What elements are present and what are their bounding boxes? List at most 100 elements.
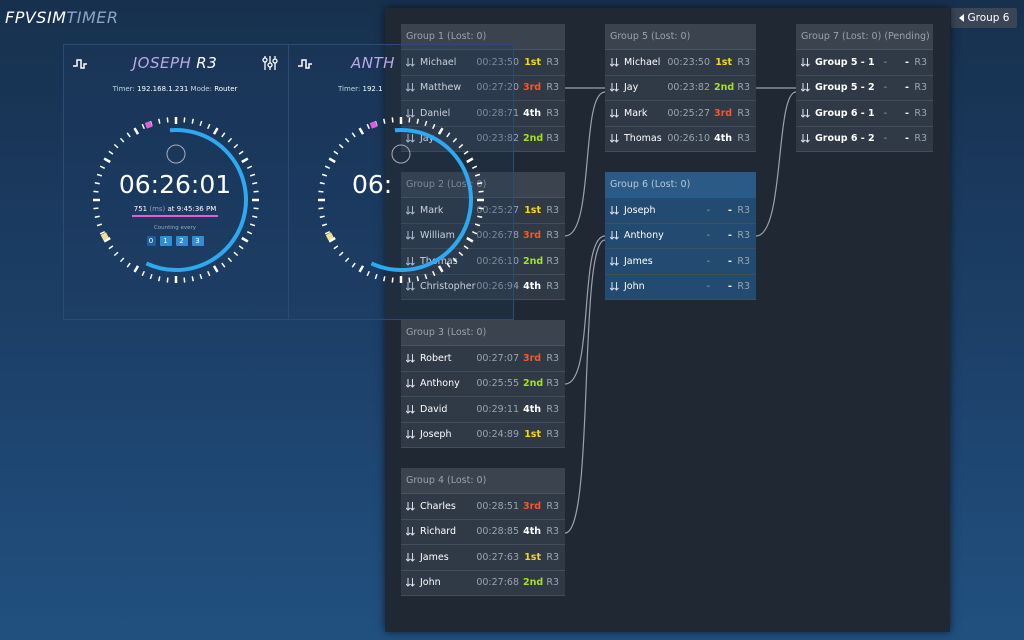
- dial-tick: [463, 150, 469, 155]
- pilot-row[interactable]: Anthony 00:25:55 2nd R3: [401, 372, 565, 397]
- pilot-place: 2nd: [523, 577, 544, 589]
- dial-tick: [333, 245, 339, 250]
- dial-tick: [416, 118, 419, 124]
- pilot-row[interactable]: Group 6 - 1- - R3: [796, 101, 933, 127]
- pilot-row[interactable]: Joseph - - R3: [605, 198, 756, 224]
- pilot-name: Joseph: [420, 429, 452, 441]
- dial-tick: [477, 215, 483, 218]
- dial-tick: [199, 120, 203, 127]
- dial-tick: [344, 137, 350, 143]
- pilot-name: James: [420, 551, 449, 563]
- dial-tick: [108, 245, 114, 250]
- group-title: Group 4 (Lost: 0): [401, 468, 565, 494]
- icon-path: [410, 256, 415, 266]
- group: Group 2 (Lost: 0) Mark 00:25:27 1st R3 Willia…: [401, 172, 565, 300]
- sort-icon: [406, 83, 415, 92]
- icon-path: [410, 108, 415, 118]
- racer-name-text: ANTH: [351, 54, 395, 72]
- pilot-row[interactable]: Robert 00:27:07 3rd R3: [401, 346, 565, 372]
- pilot-name: Group 5 - 1: [815, 56, 875, 68]
- pilot-time: 00:27:63: [476, 551, 519, 563]
- group: Group 3 (Lost: 0) Robert 00:27:07 3rd R3 Anth…: [401, 320, 565, 448]
- pilot-round: R3: [914, 82, 927, 94]
- pilot-place: -: [728, 230, 732, 242]
- pilot-row[interactable]: Group 5 - 1- - R3: [796, 50, 933, 76]
- dial-tick: [93, 207, 99, 210]
- dial-tick: [474, 173, 481, 177]
- dial: [93, 117, 259, 283]
- pilot-round: R3: [737, 281, 750, 293]
- group-button[interactable]: Group 6: [951, 8, 1017, 28]
- dial-tick: [238, 150, 244, 155]
- racer-name-text: JOSEPH: [132, 54, 192, 72]
- icon-path: [406, 578, 411, 587]
- pilot-row[interactable]: Charles 00:28:51 3rd R3: [401, 494, 565, 520]
- sort-icon: [801, 134, 810, 143]
- pilot-row[interactable]: Thomas 00:26:10 4th R3: [605, 127, 756, 152]
- dial-tick: [446, 262, 451, 268]
- pilot-place: -: [728, 281, 732, 293]
- count-button[interactable]: 3: [191, 236, 204, 246]
- pilot-row[interactable]: James 00:27:63 1st R3: [401, 545, 565, 571]
- last-lap-text: 751 (ms) at 9:45:36 PM: [131, 205, 219, 217]
- pilot-row[interactable]: Daniel 00:28:71 4th R3: [401, 101, 565, 127]
- icon-path: [406, 404, 411, 414]
- pilot-row[interactable]: James - - R3: [605, 249, 756, 275]
- count-button[interactable]: 1: [159, 236, 172, 246]
- pilot-round: R3: [737, 204, 750, 216]
- count-button[interactable]: 2: [175, 236, 188, 246]
- dial-tick: [141, 270, 145, 277]
- icon-path: [805, 83, 810, 92]
- sort-icon: [610, 108, 619, 118]
- icon-path: [610, 134, 615, 143]
- count-button[interactable]: 0: [146, 236, 156, 246]
- pilot-place: -: [905, 56, 909, 68]
- stopwatch-icon: [391, 144, 411, 164]
- pilot-row[interactable]: Group 6 - 2- - R3: [796, 127, 933, 152]
- dial-tick: [474, 223, 481, 227]
- pilot-round: R3: [546, 352, 559, 364]
- dial-tick: [471, 165, 478, 169]
- caret-icon: [958, 14, 964, 22]
- icon-path: [410, 404, 415, 414]
- pilot-row[interactable]: Jay 00:23:82 2nd R3: [605, 76, 756, 101]
- pilot-time: 00:27:07: [476, 352, 519, 364]
- dial-tick: [458, 143, 464, 149]
- timer-info: Timer: 192.1: [338, 85, 383, 93]
- dial-tick: [183, 277, 186, 283]
- pilot-place: 2nd: [714, 82, 735, 94]
- pilot-place: 1st: [524, 204, 541, 216]
- pilot-row[interactable]: Joseph 00:24:89 1st R3: [401, 423, 565, 448]
- pilot-round: R3: [546, 204, 559, 216]
- dial-tick: [221, 132, 226, 138]
- dial-tick: [252, 182, 258, 185]
- pilot-row[interactable]: William 00:26:78 3rd R3: [401, 224, 565, 249]
- pilot-row[interactable]: Michael 00:23:50 1st R3: [401, 50, 565, 76]
- pilot-row[interactable]: Group 5 - 2- - R3: [796, 76, 933, 101]
- pilot-place: -: [905, 107, 909, 119]
- dial-tick: [238, 245, 244, 250]
- pilot-row[interactable]: Michael 00:23:50 1st R3: [605, 50, 756, 76]
- icon-path: [805, 134, 810, 143]
- pilot-row[interactable]: Jay 00:23:82 2nd R3: [401, 127, 565, 152]
- pilot-row[interactable]: David 00:29:11 4th R3: [401, 397, 565, 423]
- pilot-row[interactable]: Mark 00:25:27 1st R3: [401, 198, 565, 224]
- pilot-row[interactable]: Richard 00:28:85 4th R3: [401, 520, 565, 545]
- dial-tick: [158, 276, 161, 282]
- dial-tick: [96, 173, 103, 177]
- pilot-row[interactable]: John 00:27:68 2nd R3: [401, 571, 565, 596]
- pilot-time: 00:24:89: [476, 429, 519, 441]
- pilot-row[interactable]: Anthony - - R3: [605, 224, 756, 249]
- icon-path: [410, 83, 415, 92]
- pilot-round: R3: [546, 526, 559, 538]
- settings-button[interactable]: [262, 55, 278, 71]
- group: Group 6 (Lost: 0) Joseph - - R3 Anthony - - R3 Ja…: [605, 172, 756, 300]
- sort-icon: [406, 379, 415, 388]
- pilot-row[interactable]: Mark 00:25:27 3rd R3: [605, 101, 756, 127]
- pilot-row[interactable]: Matthew 00:27:20 3rd R3: [401, 76, 565, 101]
- pilot-place: 1st: [524, 551, 541, 563]
- dial-tick: [241, 157, 249, 164]
- pilot-row[interactable]: Christopher 00:26:94 4th R3: [401, 275, 565, 300]
- pilot-row[interactable]: John - - R3: [605, 275, 756, 300]
